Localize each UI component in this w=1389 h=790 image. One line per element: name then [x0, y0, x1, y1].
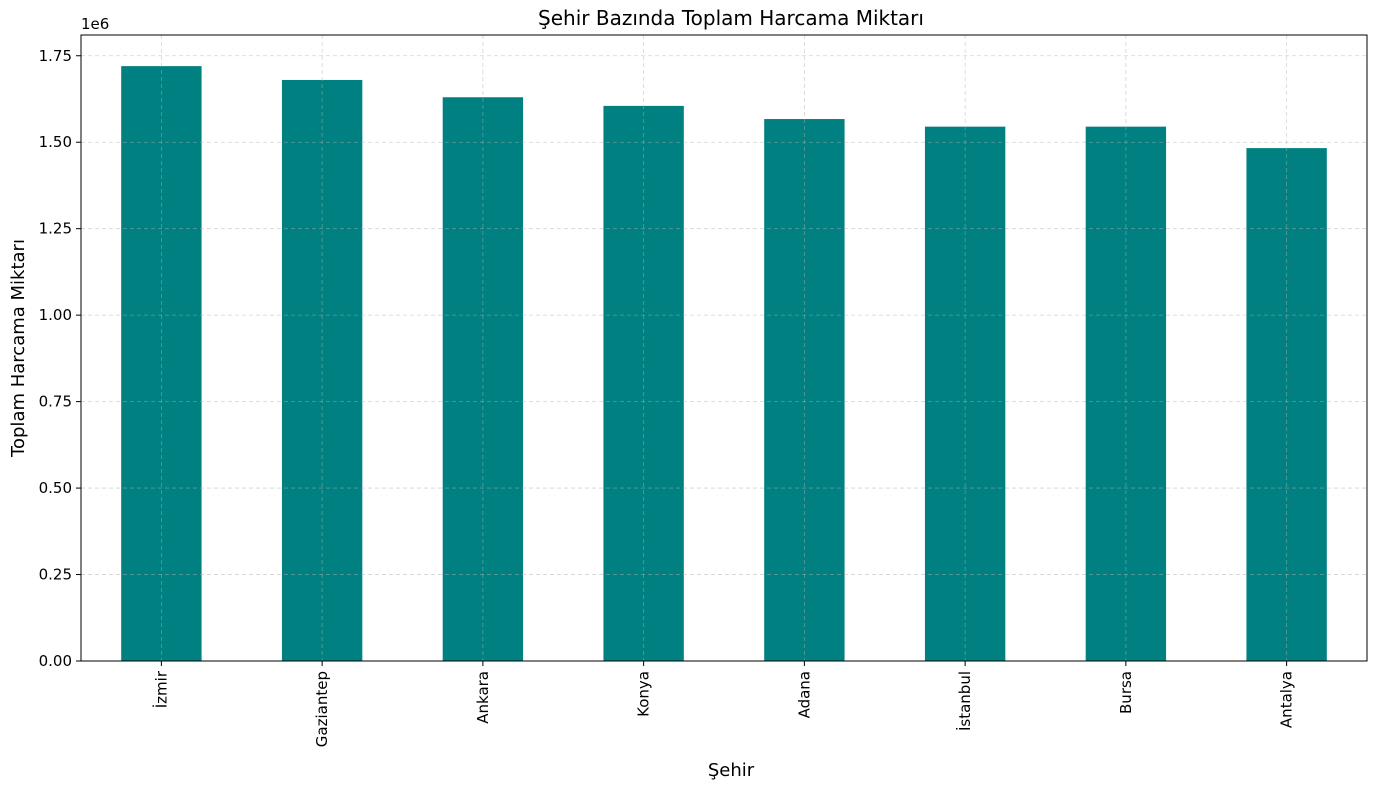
- grid-lines: [81, 35, 1367, 662]
- y-axis-ticks: 0.00 0.25 0.50 0.75 1.00 1.25 1.50 1.75: [39, 47, 81, 670]
- y-tick-label: 1.75: [39, 47, 72, 65]
- x-tick-label: Konya: [635, 671, 653, 717]
- y-tick-label: 0.25: [39, 566, 72, 584]
- bars: [121, 66, 1327, 662]
- y-axis-offset-label: 1e6: [81, 15, 109, 33]
- y-tick-label: 1.50: [39, 133, 72, 151]
- y-tick-label: 0.50: [39, 479, 72, 497]
- x-tick-label: İstanbul: [955, 671, 974, 731]
- x-tick-label: Adana: [795, 671, 813, 718]
- chart-title: Şehir Bazında Toplam Harcama Miktarı: [538, 6, 924, 30]
- x-axis-label: Şehir: [708, 760, 755, 781]
- x-tick-label: Gaziantep: [313, 671, 331, 747]
- x-tick-label: İzmir: [151, 670, 170, 708]
- x-tick-label: Ankara: [474, 671, 492, 724]
- x-axis-ticks: İzmir Gaziantep Ankara Konya Adana İstanbul Bu…: [151, 661, 1296, 747]
- y-tick-label: 0.75: [39, 393, 72, 411]
- bar-5: [764, 119, 845, 662]
- y-tick-label: 1.00: [39, 306, 72, 324]
- y-tick-label: 1.25: [39, 220, 72, 238]
- axes-frame: [80, 34, 1368, 662]
- x-tick-label: Antalya: [1278, 671, 1296, 728]
- y-axis-label: Toplam Harcama Miktarı: [8, 239, 29, 458]
- x-tick-label: Bursa: [1117, 671, 1135, 714]
- bar-2: [281, 79, 363, 661]
- y-tick-label: 0.00: [39, 652, 72, 670]
